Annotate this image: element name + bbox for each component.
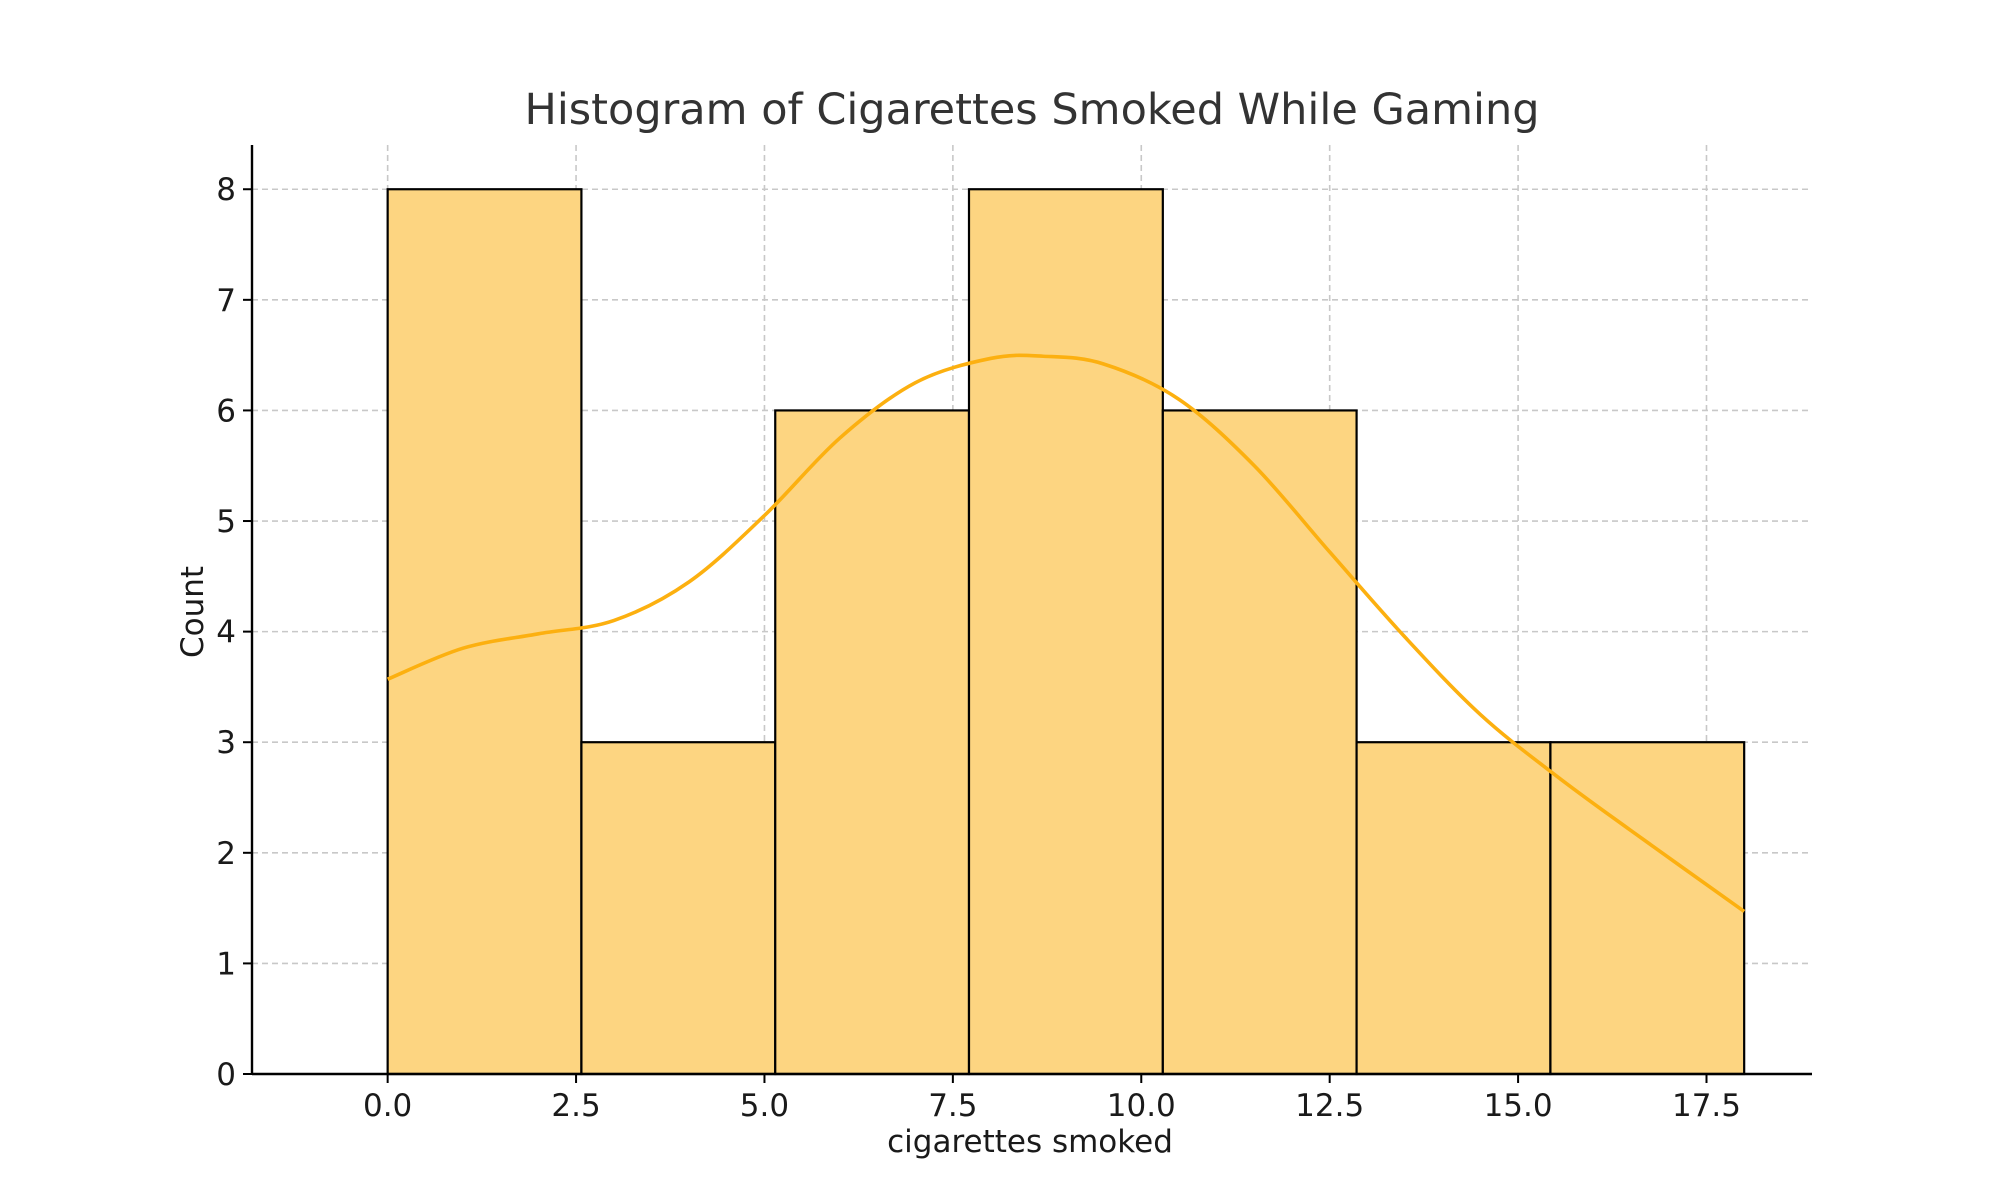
y-tick-label: 0 (216, 1057, 236, 1093)
x-tick-label: 2.5 (551, 1088, 600, 1124)
ticks-layer: 0.0 2.5 5.0 7.5 10.0 12.5 15.0 17.5 0 1 2 3 4 5 6 7 8 (216, 172, 1741, 1124)
x-tick-label: 7.5 (928, 1088, 977, 1124)
kde-curve (386, 353, 1746, 913)
y-tick-label: 8 (216, 172, 236, 208)
x-tick-label: 15.0 (1484, 1088, 1553, 1124)
x-tick-label: 5.0 (740, 1088, 789, 1124)
y-tick-label: 4 (216, 615, 236, 651)
x-tick-label: 12.5 (1295, 1088, 1364, 1124)
y-tick-label: 1 (216, 946, 236, 982)
chart-title: Histogram of Cigarettes Smoked While Gam… (524, 85, 1539, 135)
histogram-bar (1161, 409, 1358, 1076)
y-axis-label: Count (175, 566, 211, 658)
y-tick-label: 5 (216, 504, 236, 540)
histogram-bar (1355, 741, 1552, 1076)
y-tick-label: 6 (216, 393, 236, 429)
x-tick-label: 17.5 (1672, 1088, 1741, 1124)
kde-layer (386, 353, 1746, 913)
bars-layer (386, 188, 1746, 1076)
x-tick-label: 10.0 (1107, 1088, 1176, 1124)
histogram-bar (774, 409, 971, 1076)
y-tick-label: 7 (216, 283, 236, 319)
y-tick-label: 2 (216, 836, 236, 872)
x-axis-label: cigarettes smoked (887, 1124, 1173, 1160)
histogram-bar (967, 188, 1164, 1076)
histogram-bar (580, 741, 777, 1076)
x-tick-label: 0.0 (363, 1088, 412, 1124)
y-tick-label: 3 (216, 725, 236, 761)
